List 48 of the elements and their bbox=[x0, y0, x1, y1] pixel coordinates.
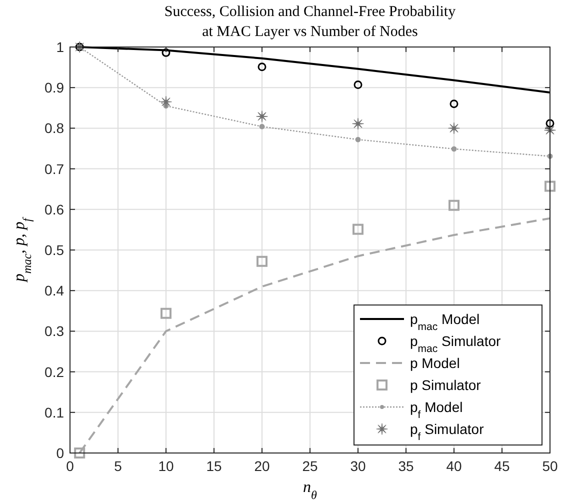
y-tick-label: 0.9 bbox=[44, 80, 64, 96]
point bbox=[451, 146, 457, 152]
x-axis-title: n$_{θ}$ bbox=[303, 479, 318, 502]
point bbox=[259, 124, 265, 130]
y-tick-label: 0.2 bbox=[44, 364, 64, 380]
point bbox=[354, 80, 362, 90]
point bbox=[450, 100, 458, 108]
x-tick-label: 15 bbox=[206, 458, 222, 474]
x-tick-label: 35 bbox=[398, 458, 414, 474]
point bbox=[162, 48, 170, 57]
x-tick-label: 50 bbox=[542, 458, 558, 474]
x-tick-label: 10 bbox=[158, 458, 174, 474]
chart-title: Success, Collision and Channel-Free Probability at MAC Layer vs Number of Nodes bbox=[164, 4, 456, 40]
legend-label: p$_{f}$ Simulator bbox=[410, 421, 484, 443]
legend-label: p Simulator bbox=[410, 377, 482, 393]
point bbox=[448, 200, 460, 211]
point bbox=[258, 62, 266, 72]
y-tick-label: 0.8 bbox=[44, 120, 64, 136]
x-tick-label: 20 bbox=[254, 458, 270, 474]
y-tick-label: 0 bbox=[56, 445, 64, 461]
x-tick-label: 40 bbox=[446, 458, 462, 474]
legend-label: p Model bbox=[410, 355, 460, 371]
x-tick-label: 0 bbox=[66, 458, 74, 474]
y-tick-label: 0.7 bbox=[44, 160, 64, 177]
point bbox=[352, 224, 364, 235]
x-tick-label: 5 bbox=[114, 458, 122, 474]
y-tick-label: 0.6 bbox=[44, 201, 64, 218]
legend-label: p$_{mac}$ Simulator bbox=[410, 333, 501, 355]
point bbox=[355, 136, 361, 142]
point bbox=[160, 96, 172, 108]
y-tick-label: 0.5 bbox=[44, 242, 64, 258]
point bbox=[544, 180, 556, 192]
x-tick-label: 30 bbox=[350, 458, 366, 474]
legend-label: p$_{mac}$ Model bbox=[410, 311, 480, 333]
point bbox=[160, 308, 172, 319]
y-tick-label: 0.1 bbox=[44, 404, 64, 420]
y-tick-label: 0.3 bbox=[44, 323, 64, 340]
point bbox=[352, 118, 364, 130]
point bbox=[74, 448, 86, 458]
point bbox=[256, 256, 268, 267]
x-tick-label: 45 bbox=[494, 458, 510, 474]
legend-label: p$_{f}$ Model bbox=[410, 399, 463, 421]
x-tick-label: 25 bbox=[302, 458, 318, 474]
point bbox=[546, 119, 554, 128]
point bbox=[448, 122, 460, 134]
y-tick-label: 0.4 bbox=[44, 282, 64, 299]
point bbox=[256, 110, 268, 122]
y-tick-label: 1 bbox=[56, 39, 64, 55]
